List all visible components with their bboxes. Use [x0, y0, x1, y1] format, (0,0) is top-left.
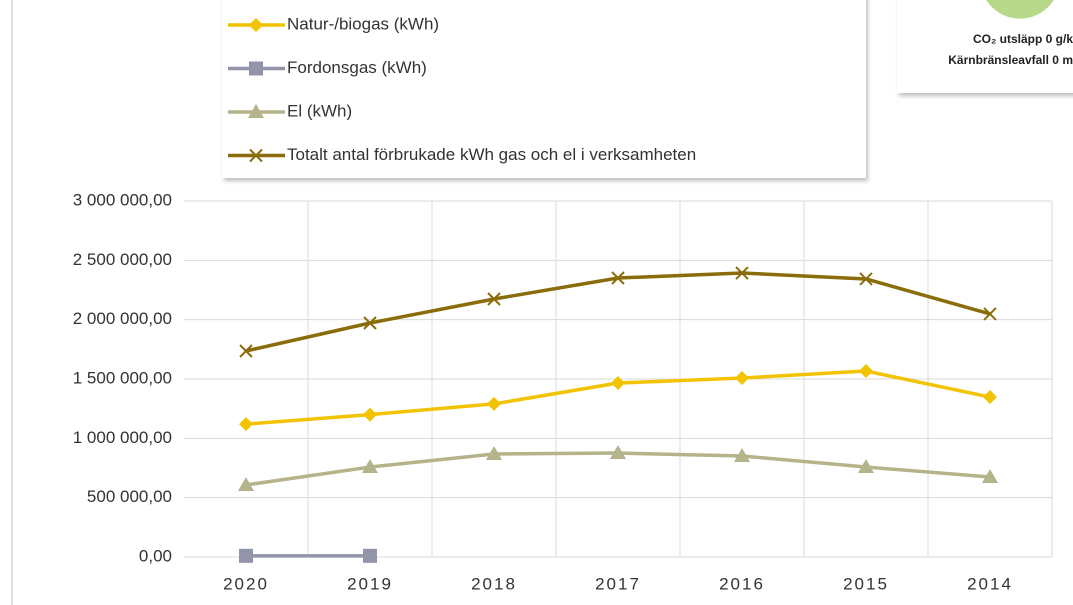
x-tick-label: 2014 — [967, 574, 1013, 593]
data-point — [363, 407, 377, 422]
x-tick-label: 2015 — [843, 574, 889, 593]
data-point — [859, 272, 873, 286]
legend-label: Totalt antal förbrukade kWh gas och el i… — [287, 145, 696, 164]
x-tick-label: 2016 — [719, 574, 765, 593]
data-point — [486, 445, 502, 460]
data-point — [735, 371, 749, 386]
data-point — [610, 445, 626, 460]
data-point — [983, 307, 997, 321]
legend-marker — [249, 61, 263, 76]
legend-marker — [249, 148, 263, 163]
data-point — [238, 476, 254, 491]
x-tick-label: 2019 — [347, 574, 393, 593]
legend-marker — [249, 18, 263, 32]
data-point — [363, 548, 377, 563]
data-point — [735, 266, 749, 280]
data-point — [239, 417, 253, 432]
data-point — [239, 548, 253, 563]
y-tick-label: 2 500 000,00 — [73, 250, 172, 269]
data-point — [362, 459, 378, 474]
x-tick-label: 2017 — [595, 574, 641, 593]
y-tick-label: 1 000 000,00 — [73, 428, 172, 447]
data-point — [734, 448, 750, 463]
annotation: CO₂ utsläpp 0 g/k — [973, 32, 1073, 46]
y-tick-label: 0,00 — [139, 546, 172, 565]
x-tick-label: 2018 — [471, 574, 517, 593]
data-point — [611, 376, 625, 391]
data-point — [983, 390, 997, 405]
info-card — [897, 0, 1073, 93]
data-point — [363, 316, 377, 330]
data-point — [487, 292, 501, 306]
y-tick-label: 2 000 000,00 — [73, 309, 172, 328]
legend-marker — [248, 104, 264, 118]
y-tick-label: 3 000 000,00 — [73, 190, 172, 209]
data-point — [611, 271, 625, 285]
y-tick-label: 1 500 000,00 — [73, 368, 172, 387]
legend-label: El (kWh) — [287, 101, 352, 120]
legend — [222, 0, 866, 178]
legend-label: Natur-/biogas (kWh) — [287, 14, 439, 33]
info-icon — [986, 0, 1054, 19]
y-tick-label: 500 000,00 — [87, 487, 172, 506]
data-point — [982, 469, 998, 484]
data-point — [487, 396, 501, 411]
data-point — [239, 344, 253, 358]
data-point — [859, 364, 873, 379]
annotation: Kärnbränsleavfall 0 m — [948, 53, 1073, 67]
legend-label: Fordonsgas (kWh) — [287, 58, 427, 77]
x-tick-label: 2020 — [223, 574, 269, 593]
data-point — [858, 459, 874, 474]
series-line — [245, 271, 991, 353]
